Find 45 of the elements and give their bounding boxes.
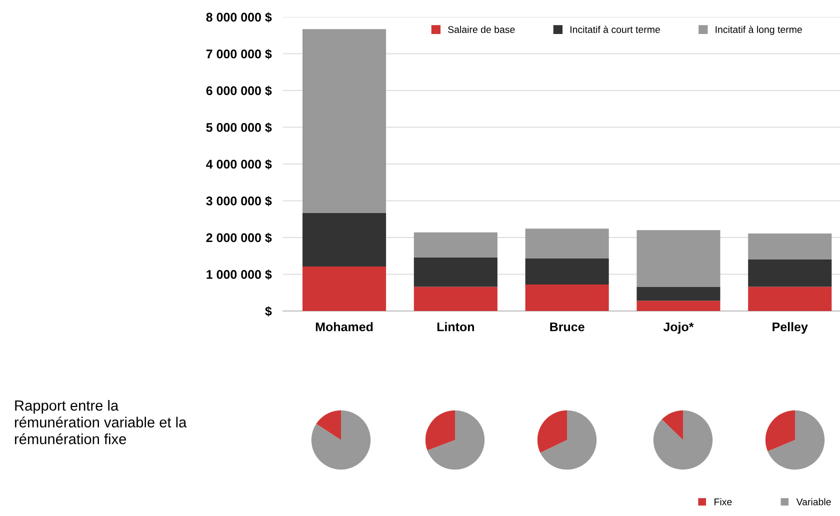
pie-slice [537,410,567,453]
bar [636,230,720,287]
bar [748,260,832,287]
bar [414,232,498,258]
text: Rapport entre la rémunération variable et la rémunération fixe [14,400,187,444]
y-tick-label: 5 000 000 $ [206,122,272,133]
bar [302,29,386,213]
bar [636,300,720,311]
bar [525,258,609,285]
bar [414,286,498,311]
bar [302,212,386,267]
pie-slice [662,410,683,440]
pie-slice [768,410,825,470]
legend-label: Salaire de base [448,26,515,34]
y-tick-label: 8 000 000 $ [206,12,272,22]
bar [525,228,609,258]
bar [748,233,832,260]
y-tick-label: $ [265,306,272,316]
y-tick-label: 7 000 000 $ [206,49,272,60]
x-tick-label: Mohamed [316,322,373,332]
legend-label: Incitatif à court terme [570,26,660,34]
pie-slice [427,410,485,470]
pie-slice [425,410,455,451]
pie-slice [316,410,341,440]
pie-slice [765,410,795,452]
bar [636,286,720,301]
y-tick-label: 1 000 000 $ [206,270,272,280]
y-tick-label: 3 000 000 $ [206,196,272,206]
legend-label: Variable [796,498,831,506]
legend-label: Fixe [714,498,732,506]
x-tick-label: Linton [437,322,474,332]
legend-label: Incitatif à long terme [716,26,802,35]
pie-slice [540,410,597,470]
pie-slice [311,410,371,470]
y-tick-label: 2 000 000 $ [206,232,272,243]
pie-slice [653,410,713,470]
x-tick-label: Jojo* [663,322,694,334]
x-tick-label: Pelley [772,322,808,334]
y-tick-label: 6 000 000 $ [206,86,272,96]
x-tick-label: Bruce [550,322,584,332]
bar [414,257,498,287]
bar [525,284,609,311]
y-tick-label: 4 000 000 $ [206,159,272,170]
bar [302,266,386,311]
bar [748,286,832,311]
